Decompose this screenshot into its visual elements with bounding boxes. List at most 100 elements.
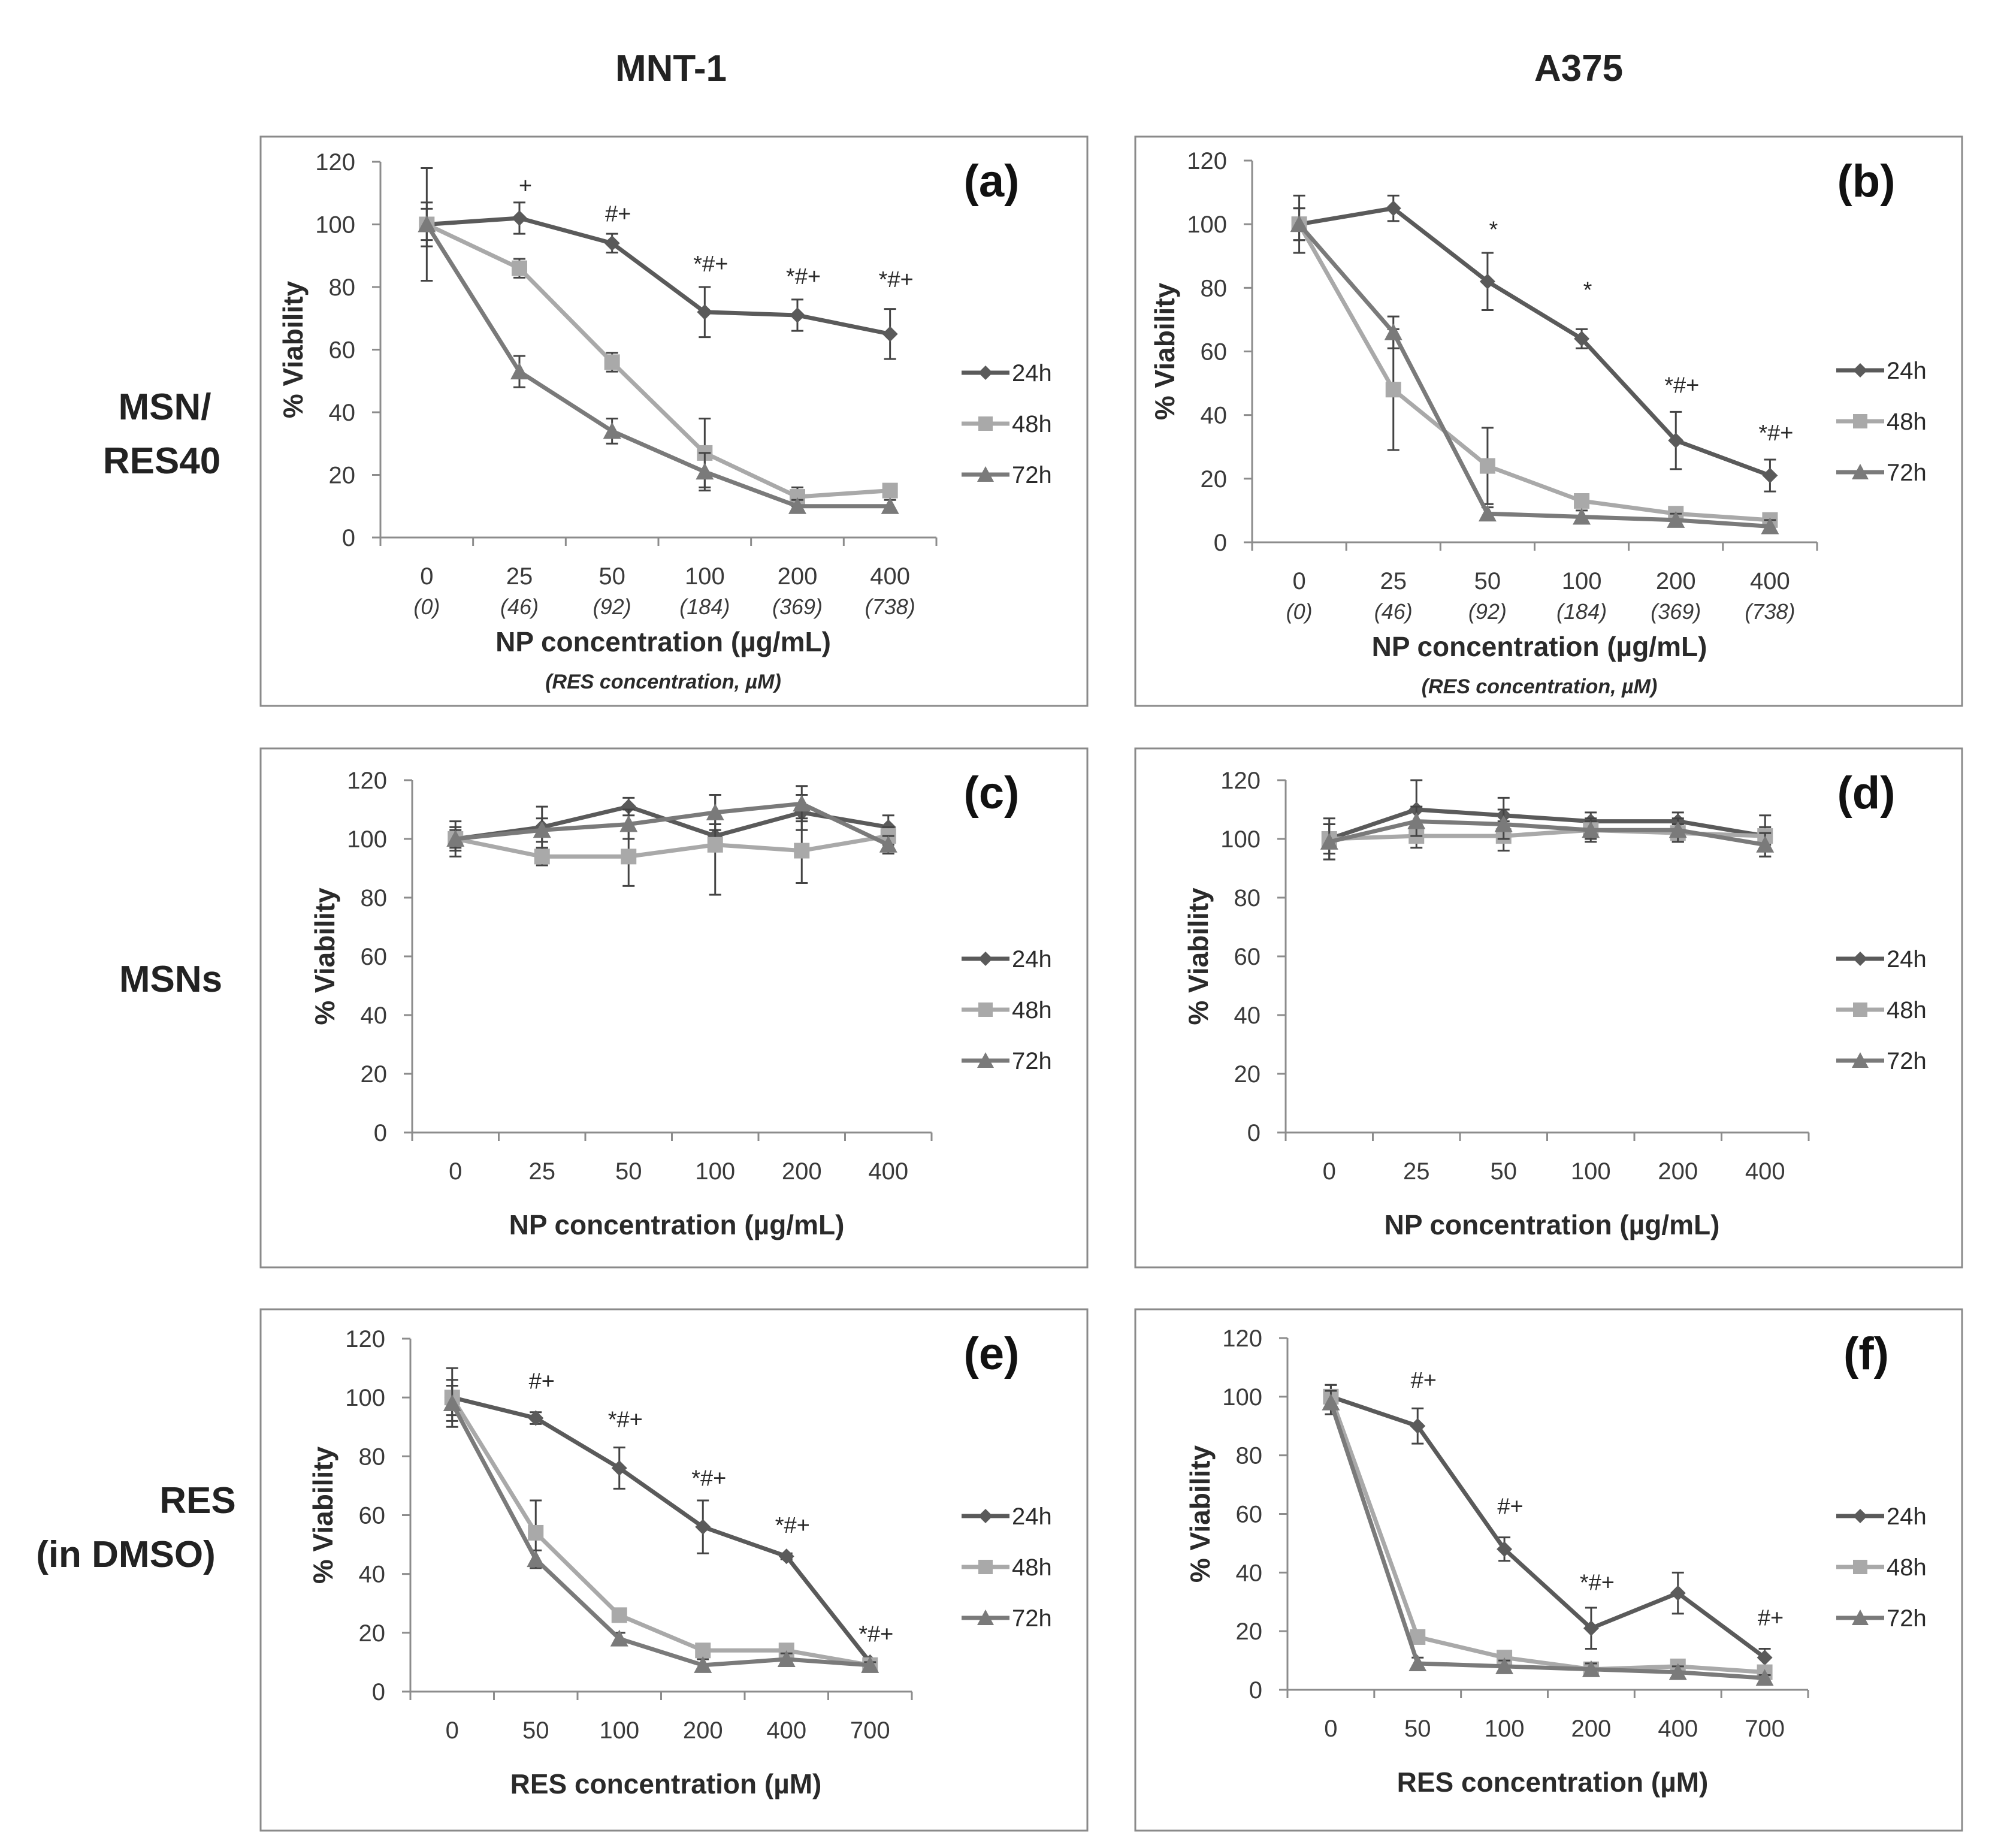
y-tick-label: 80 xyxy=(1236,1443,1263,1469)
panel-d: 0 20 40 60 80 100 120 0 25 50 100 200 400 NP concentr… xyxy=(1134,747,1963,1269)
series-line xyxy=(450,1396,870,1668)
series-72h xyxy=(446,785,897,854)
x-tick-label: 50 xyxy=(1404,1716,1431,1742)
y-tick-label: 120 xyxy=(1220,768,1261,794)
y-tick-label: 60 xyxy=(1236,1502,1263,1528)
marker-triangle xyxy=(977,1052,994,1068)
significance-annotation: *#+ xyxy=(608,1407,643,1432)
marker-triangle xyxy=(1322,1393,1340,1411)
column-title-a375: A375 xyxy=(1534,48,1623,89)
y-tick-label: 40 xyxy=(1201,403,1228,429)
legend-label-24h: 24h xyxy=(1012,1503,1052,1530)
x-tick-sublabel: (184) xyxy=(679,594,730,619)
marker-triangle xyxy=(510,363,528,380)
marker-triangle xyxy=(1407,812,1426,829)
y-tick-label: 20 xyxy=(1201,466,1228,493)
marker-square xyxy=(604,354,620,370)
marker-triangle xyxy=(619,815,638,832)
series-line xyxy=(1329,1402,1765,1680)
x-tick-label: 400 xyxy=(870,563,910,590)
marker-triangle xyxy=(1320,832,1338,850)
x-tick-label: 200 xyxy=(778,563,818,590)
marker-diamond xyxy=(1853,363,1867,378)
legend-label-48h: 48h xyxy=(1887,1554,1927,1581)
marker-triangle xyxy=(777,1650,796,1668)
significance-annotation: *#+ xyxy=(1664,373,1699,398)
marker-triangle xyxy=(706,803,724,820)
significance-annotation: *#+ xyxy=(693,252,728,277)
y-axis-title: % Viability xyxy=(1183,887,1214,1025)
marker-triangle xyxy=(1573,508,1591,525)
marker-triangle xyxy=(1582,821,1600,838)
x-tick-label: 0 xyxy=(1292,568,1305,594)
legend-label-24h: 24h xyxy=(1012,360,1052,386)
x-tick-label: 50 xyxy=(1491,1158,1518,1185)
marker-diamond xyxy=(697,304,713,320)
x-tick-label: 100 xyxy=(1485,1716,1525,1742)
x-axis-title: RES concentration (µM) xyxy=(1397,1767,1709,1798)
x-tick-label: 400 xyxy=(1750,568,1790,594)
panel-frame-e xyxy=(259,1308,1089,1832)
legend-label-72h: 72h xyxy=(1012,462,1052,488)
y-tick-label: 120 xyxy=(1222,1325,1262,1352)
significance-annotation: #+ xyxy=(1497,1494,1523,1520)
x-tick-label: 25 xyxy=(1403,1158,1430,1185)
significance-annotation: #+ xyxy=(605,201,631,227)
marker-diamond xyxy=(978,366,993,380)
x-axis-title: RES concentration (µM) xyxy=(510,1768,822,1799)
series-72h xyxy=(418,201,899,514)
legend-label-48h: 48h xyxy=(1887,409,1927,435)
marker-triangle xyxy=(879,835,897,853)
x-tick-sublabel: (92) xyxy=(1468,599,1507,624)
panel-frame-f xyxy=(1134,1308,1963,1832)
marker-triangle xyxy=(1852,1610,1869,1625)
marker-square xyxy=(978,416,993,431)
x-tick-label: 25 xyxy=(506,563,533,590)
panel-letter: (d) xyxy=(1837,768,1895,819)
y-tick-label: 0 xyxy=(342,525,355,551)
x-tick-sublabel: (184) xyxy=(1556,599,1607,624)
marker-triangle xyxy=(1756,835,1775,853)
y-axis-title: % Viability xyxy=(1149,282,1180,420)
significance-annotation: *#+ xyxy=(786,264,821,289)
y-tick-label: 100 xyxy=(345,1385,385,1411)
marker-square xyxy=(1853,414,1867,428)
panel-letter: (e) xyxy=(964,1328,1020,1379)
y-tick-label: 20 xyxy=(1236,1618,1263,1645)
y-tick-label: 60 xyxy=(359,1503,386,1529)
marker-square xyxy=(611,1607,627,1623)
x-tick-label: 100 xyxy=(599,1717,639,1744)
x-tick-sublabel: (369) xyxy=(1651,599,1701,624)
series-line xyxy=(1297,223,1770,523)
series-line xyxy=(451,1395,872,1664)
legend-label-72h: 72h xyxy=(1887,460,1927,486)
marker-square xyxy=(534,848,550,865)
y-axis-title: % Viability xyxy=(1184,1445,1216,1583)
y-tick-label: 80 xyxy=(361,885,388,911)
x-tick-label: 100 xyxy=(695,1158,735,1185)
x-tick-sublabel: (0) xyxy=(413,594,440,619)
significance-annotation: * xyxy=(1489,217,1498,242)
y-axis-title: % Viability xyxy=(307,1446,338,1584)
marker-triangle xyxy=(1384,323,1402,340)
series-72h xyxy=(1290,207,1779,535)
y-tick-label: 0 xyxy=(372,1679,385,1705)
x-tick-label: 50 xyxy=(599,563,625,590)
marker-diamond xyxy=(1853,952,1867,966)
marker-triangle xyxy=(1761,517,1779,535)
legend-label-24h: 24h xyxy=(1887,946,1927,973)
x-tick-label: 200 xyxy=(1571,1716,1612,1742)
marker-triangle xyxy=(793,795,811,812)
marker-triangle xyxy=(788,497,806,514)
y-tick-label: 0 xyxy=(374,1120,387,1146)
panel-frame-b xyxy=(1134,135,1963,707)
marker-triangle xyxy=(1668,1663,1687,1680)
marker-diamond xyxy=(778,1548,794,1565)
marker-square xyxy=(1853,1002,1867,1017)
marker-triangle xyxy=(533,821,551,838)
x-tick-label: 100 xyxy=(1571,1158,1611,1185)
panel-b: 0 20 40 60 80 100 120 0 25 50 100 200 400 (0) (46) (92)… xyxy=(1134,135,1963,707)
x-axis-title: NP concentration (µg/mL) xyxy=(495,626,831,657)
x-tick-label: 700 xyxy=(850,1717,890,1744)
